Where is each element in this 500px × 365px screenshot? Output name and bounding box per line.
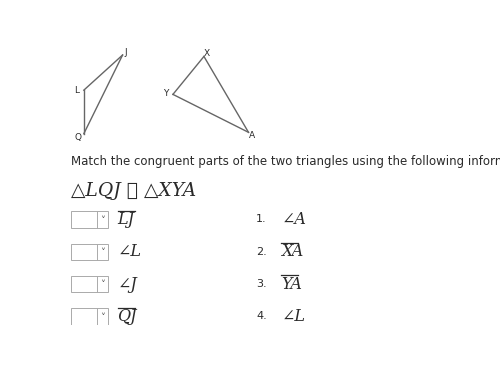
Text: △LQJ ≅ △XYA: △LQJ ≅ △XYA (71, 181, 196, 200)
Text: A: A (250, 131, 256, 140)
Text: 4.: 4. (256, 311, 267, 322)
Text: L: L (74, 86, 80, 95)
Text: Q: Q (74, 132, 82, 142)
Text: ˅: ˅ (100, 312, 104, 323)
Text: YA: YA (282, 276, 302, 293)
Text: J: J (124, 48, 127, 57)
Text: X: X (204, 49, 210, 58)
Text: Match the congruent parts of the two triangles using the following information:: Match the congruent parts of the two tri… (71, 155, 500, 168)
Text: Y: Y (164, 89, 168, 98)
Text: 1.: 1. (256, 215, 267, 224)
FancyBboxPatch shape (71, 308, 108, 324)
Text: ∠J: ∠J (118, 276, 138, 293)
Text: QJ: QJ (118, 308, 137, 325)
Text: ∠A: ∠A (282, 211, 306, 228)
Text: ˅: ˅ (100, 280, 104, 290)
Text: ˅: ˅ (100, 216, 104, 226)
Text: ∠L: ∠L (118, 243, 142, 260)
Text: XA: XA (282, 243, 304, 260)
Text: ˅: ˅ (100, 248, 104, 258)
Text: 2.: 2. (256, 247, 267, 257)
FancyBboxPatch shape (71, 243, 108, 260)
Text: LJ: LJ (118, 211, 134, 228)
Text: ∠L: ∠L (282, 308, 306, 325)
FancyBboxPatch shape (71, 211, 108, 228)
FancyBboxPatch shape (71, 276, 108, 292)
Text: 3.: 3. (256, 279, 267, 289)
